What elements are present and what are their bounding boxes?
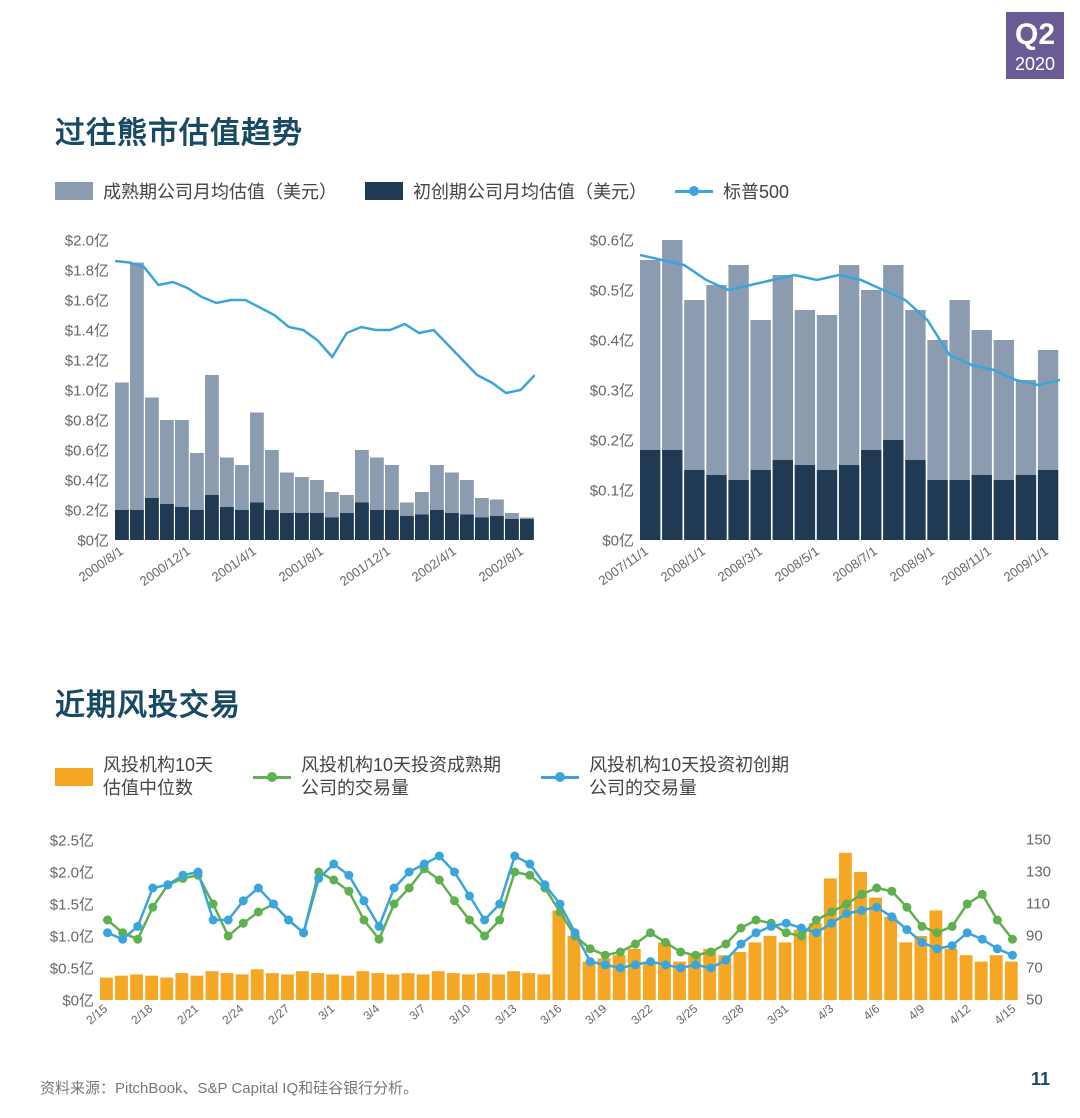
- x-axis-label: 2008/5/1: [772, 543, 822, 584]
- y-axis-label-left: $1.0亿: [50, 926, 100, 947]
- line-icon: [541, 768, 579, 786]
- year-label: 2020: [1006, 54, 1064, 79]
- y-axis-label-left: $2.5亿: [50, 830, 100, 851]
- x-axis-label: 2/27: [265, 1002, 292, 1028]
- y-axis-label: $0.1亿: [590, 480, 640, 501]
- x-axis-label: 2008/3/1: [715, 543, 765, 584]
- legend-label: 初创期公司月均估值（美元）: [413, 178, 647, 204]
- swatch-mature: [55, 182, 93, 200]
- x-axis-label: 2009/1/1: [1001, 543, 1051, 584]
- legend-top: 成熟期公司月均估值（美元） 初创期公司月均估值（美元） 标普500: [55, 178, 1025, 204]
- legend-label: 风投机构10天 估值中位数: [103, 754, 213, 801]
- legend-item-mature-vol: 风投机构10天投资成熟期 公司的交易量: [253, 754, 501, 801]
- y-axis-label-right: 70: [1020, 960, 1043, 977]
- y-axis-label: $0.6亿: [590, 230, 640, 251]
- y-axis-label: $0.8亿: [65, 410, 115, 431]
- x-axis-label: 2008/7/1: [829, 543, 879, 584]
- x-axis-label: 3/7: [406, 1002, 428, 1023]
- chart-recent-vc: $2.5亿$2.0亿$1.5亿$1.0亿$0.5亿$0亿150130110907…: [100, 840, 1020, 1000]
- legend-label: 标普500: [723, 178, 789, 204]
- legend-item-sp500: 标普500: [675, 178, 789, 204]
- x-axis-label: 2008/1/1: [658, 543, 708, 584]
- x-axis-label: 2008/9/1: [887, 543, 937, 584]
- y-axis-label: $0.4亿: [590, 330, 640, 351]
- footer-source: 资料来源：PitchBook、S&P Capital IQ和硅谷银行分析。: [40, 1077, 418, 1098]
- y-axis-label: $0.6亿: [65, 440, 115, 461]
- x-axis-label: 2001/12/1: [337, 543, 393, 588]
- x-axis-label: 2002/4/1: [409, 543, 459, 584]
- x-axis-label: 4/9: [906, 1002, 928, 1023]
- x-axis-label: 2/24: [220, 1002, 247, 1028]
- x-axis-label: 4/3: [815, 1002, 837, 1023]
- legend-item-median: 风投机构10天 估值中位数: [55, 754, 213, 801]
- y-axis-label: $1.0亿: [65, 380, 115, 401]
- y-axis-label-right: 90: [1020, 928, 1043, 945]
- y-axis-label: $2.0亿: [65, 230, 115, 251]
- x-axis-label: 2008/11/1: [939, 543, 994, 588]
- page-number: 11: [1031, 1069, 1050, 1090]
- y-axis-label: $1.6亿: [65, 290, 115, 311]
- line-icon: [675, 182, 713, 200]
- legend-bottom: 风投机构10天 估值中位数 风投机构10天投资成熟期 公司的交易量 风投机构10…: [55, 754, 1025, 801]
- x-axis-label: 3/25: [674, 1002, 701, 1028]
- x-axis-label: 3/1: [316, 1002, 338, 1023]
- y-axis-label: $0.5亿: [590, 280, 640, 301]
- legend-label: 风投机构10天投资初创期 公司的交易量: [589, 754, 789, 801]
- x-axis-label: 4/12: [946, 1002, 973, 1028]
- line-icon: [253, 768, 291, 786]
- y-axis-label-right: 110: [1020, 896, 1050, 913]
- chart-bear-2000: $2.0亿$1.8亿$1.6亿$1.4亿$1.2亿$1.0亿$0.8亿$0.6亿…: [115, 240, 535, 540]
- y-axis-label: $0.4亿: [65, 470, 115, 491]
- y-axis-label: $0.3亿: [590, 380, 640, 401]
- x-axis-label: 3/4: [361, 1002, 383, 1023]
- y-axis-label-right: 130: [1020, 864, 1051, 881]
- y-axis-label: $0.2亿: [590, 430, 640, 451]
- quarter-badge: Q2 2020: [1006, 12, 1064, 79]
- x-axis-label: 3/19: [583, 1002, 610, 1028]
- swatch-orange: [55, 768, 93, 786]
- y-axis-label-left: $1.5亿: [50, 894, 100, 915]
- y-axis-label: $1.2亿: [65, 350, 115, 371]
- quarter-label: Q2: [1006, 12, 1064, 54]
- x-axis-label: 4/6: [860, 1002, 882, 1023]
- x-axis-label: 2/18: [129, 1002, 156, 1028]
- legend-label: 风投机构10天投资成熟期 公司的交易量: [301, 754, 501, 801]
- legend-item-early: 初创期公司月均估值（美元）: [365, 178, 647, 204]
- x-axis-label: 4/15: [991, 1002, 1018, 1028]
- y-axis-label-right: 150: [1020, 832, 1051, 849]
- legend-item-early-vol: 风投机构10天投资初创期 公司的交易量: [541, 754, 789, 801]
- x-axis-label: 3/13: [492, 1002, 519, 1028]
- x-axis-label: 2002/8/1: [476, 543, 526, 584]
- x-axis-label: 3/28: [719, 1002, 746, 1028]
- x-axis-label: 3/16: [537, 1002, 564, 1028]
- x-axis-label: 2001/8/1: [276, 543, 326, 584]
- y-axis-label-left: $2.0亿: [50, 862, 100, 883]
- x-axis-label: 2000/12/1: [137, 543, 193, 588]
- y-axis-label: $1.4亿: [65, 320, 115, 341]
- y-axis-label: $1.8亿: [65, 260, 115, 281]
- legend-item-mature: 成熟期公司月均估值（美元）: [55, 178, 337, 204]
- y-axis-label-left: $0.5亿: [50, 958, 100, 979]
- y-axis-label: $0.2亿: [65, 500, 115, 521]
- x-axis-label: 2001/4/1: [209, 543, 259, 584]
- swatch-early: [365, 182, 403, 200]
- x-axis-label: 3/10: [447, 1002, 474, 1028]
- y-axis-label-right: 50: [1020, 992, 1043, 1009]
- chart-bear-2008: $0.6亿$0.5亿$0.4亿$0.3亿$0.2亿$0.1亿$0亿2007/11…: [640, 240, 1040, 540]
- x-axis-label: 2/21: [174, 1002, 201, 1028]
- section-title-top: 过往熊市估值趋势: [55, 108, 303, 152]
- x-axis-label: 3/31: [764, 1002, 791, 1028]
- x-axis-label: 3/22: [628, 1002, 655, 1028]
- section-title-bottom: 近期风投交易: [55, 680, 241, 724]
- legend-label: 成熟期公司月均估值（美元）: [103, 178, 337, 204]
